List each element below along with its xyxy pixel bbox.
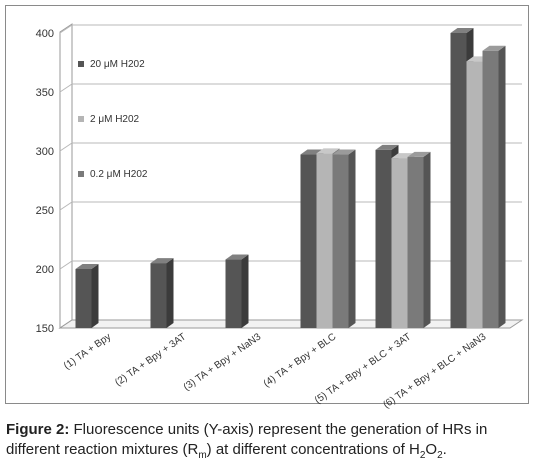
caption-text-4: . <box>442 441 447 458</box>
bar-side <box>166 258 174 328</box>
bar-front <box>316 153 333 328</box>
gridline-300 <box>59 142 522 152</box>
x-tick-label: (2) TA + Bpy + 3AT <box>113 331 188 388</box>
legend-item: 0.2 μM H202 <box>78 169 148 180</box>
legend-label: 0.2 μM H202 <box>90 169 148 180</box>
y-tick-label: 200 <box>36 264 54 276</box>
figure-caption: Figure 2: Fluorescence units (Y-axis) re… <box>6 420 532 462</box>
bar-front <box>225 259 242 328</box>
caption-subscript-2b: 2 <box>437 450 443 461</box>
bar-front <box>300 154 317 328</box>
bar-top <box>375 144 399 150</box>
bar-front <box>391 158 408 328</box>
bar-top <box>225 254 249 260</box>
bar-front <box>450 33 467 328</box>
caption-text-3: O <box>425 441 438 458</box>
bar-front <box>482 50 499 328</box>
bar-front <box>407 156 424 328</box>
legend-item: 2 μM H202 <box>78 114 140 125</box>
x-tick-label: (3) TA + Bpy + NaN3 <box>182 331 264 393</box>
gridline-400 <box>59 24 522 34</box>
bar <box>75 264 99 328</box>
legend-swatch <box>78 171 84 177</box>
bar-side <box>498 45 506 328</box>
bar-top <box>407 151 431 157</box>
legend-swatch <box>78 61 84 67</box>
bar-side <box>241 254 249 328</box>
bar-front <box>466 61 483 328</box>
bar-top <box>75 264 99 269</box>
bar <box>407 151 431 328</box>
x-tick-label: (1) TA + Bpy <box>62 331 113 372</box>
bar-top <box>450 28 474 33</box>
y-tick-label: 350 <box>36 87 54 99</box>
y-tick-label: 300 <box>36 146 54 158</box>
x-tick-label: (4) TA + Bpy + BLC <box>262 331 339 389</box>
gridline-350 <box>59 83 522 93</box>
bar-top <box>482 45 506 51</box>
legend-label: 20 μM H202 <box>90 59 145 70</box>
y-tick-label: 400 <box>36 28 54 40</box>
caption-subscript-m: m <box>198 450 207 461</box>
left-wall <box>59 23 73 329</box>
bar <box>482 45 506 328</box>
bar <box>150 258 174 328</box>
bar-top <box>150 258 174 264</box>
x-axis-tick-labels: (1) TA + Bpy (2) TA + Bpy + 3AT(3) TA + B… <box>62 331 489 410</box>
caption-subscript-2a: 2 <box>419 450 426 461</box>
bar-top <box>316 148 340 154</box>
caption-label: Figure 2: <box>6 421 70 438</box>
gridline-250 <box>59 201 522 211</box>
bar-front <box>75 269 92 328</box>
caption-text-1: Fluorescence units (Y-axis) represent th… <box>6 421 488 458</box>
chart-back-wall <box>59 23 73 329</box>
bar <box>332 149 356 328</box>
legend-label: 2 μM H202 <box>90 114 140 125</box>
bar-front <box>332 154 349 328</box>
bar-front <box>150 263 167 328</box>
bar-front <box>375 149 392 328</box>
bar-side <box>91 264 99 328</box>
y-axis-tick-labels: 150 200 250 300 350 400 <box>36 28 54 335</box>
chart-frame <box>5 5 529 404</box>
bar-side <box>348 149 356 328</box>
legend-swatch <box>78 116 84 122</box>
y-tick-label: 250 <box>36 205 54 217</box>
y-tick-label: 150 <box>36 323 54 335</box>
bars <box>75 28 506 328</box>
bar-top <box>332 149 356 155</box>
legend: 20 μM H202 2 μM H202 0.2 μM H202 <box>78 59 148 180</box>
gridline-200 <box>59 260 522 270</box>
bar-side <box>423 151 431 328</box>
bar-chart: 150 200 250 300 350 400 (1) TA + Bpy (2) TA + … <box>36 23 524 410</box>
bar <box>225 254 249 328</box>
caption-text-2: ) at different concentrations of H <box>206 441 420 458</box>
legend-item: 20 μM H202 <box>78 59 145 70</box>
